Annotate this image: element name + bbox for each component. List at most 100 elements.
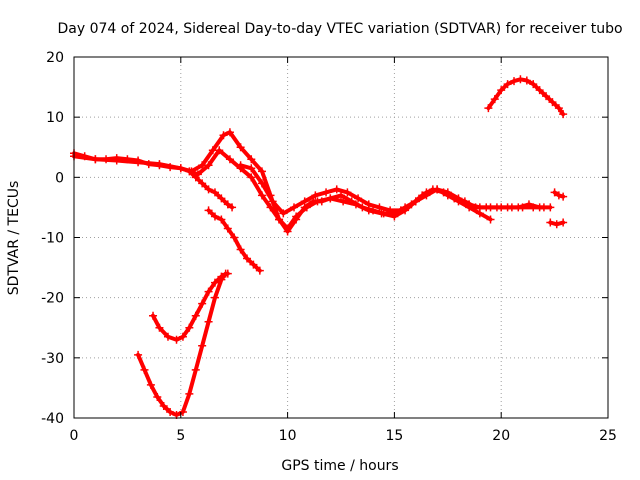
chart-title: Day 074 of 2024, Sidereal Day-to-day VTE… [57,21,622,37]
data-point [204,161,213,170]
data-point [484,104,493,113]
data-point [210,278,219,287]
data-point [204,287,213,296]
data-point [247,173,256,182]
data-point [439,188,448,197]
data-point [542,92,551,101]
data-point [166,407,175,416]
data-point [176,164,185,173]
data-point [510,77,519,86]
data-point [217,194,226,203]
data-point [559,110,568,119]
data-point [428,185,437,194]
data-point [249,260,258,269]
data-point [178,407,187,416]
x-axis-label: GPS time / hours [281,458,398,474]
data-point [300,197,309,206]
data-point [375,203,384,212]
data-point [153,392,162,401]
data-point [185,323,194,332]
data-point [492,203,501,212]
data-point [326,194,335,203]
y-tick-label: -40 [41,411,64,427]
data-point [529,80,538,89]
data-point [149,311,158,320]
x-tick-label: 0 [70,428,79,444]
y-tick-label: 20 [46,50,64,66]
series-trace [187,169,235,210]
data-point [503,203,512,212]
data-point [486,215,495,224]
data-point [236,161,245,170]
x-tick-label: 20 [492,428,510,444]
y-tick-label: -10 [41,231,64,247]
series-track-low-b [134,269,230,419]
data-point [522,76,531,85]
data-point [302,203,311,212]
data-point [475,209,484,218]
data-point [407,200,416,209]
data-point [198,299,207,308]
data-layer [70,75,568,419]
data-point [134,158,143,167]
series-trace [151,271,230,342]
data-point [516,75,525,84]
data-point [290,203,299,212]
data-point [257,167,266,176]
data-point [322,188,331,197]
data-point [247,164,256,173]
data-point [559,218,568,227]
y-tick-label: -30 [41,351,64,367]
data-point [550,188,559,197]
data-point [266,203,275,212]
data-point [191,365,200,374]
x-tick-label: 5 [176,428,185,444]
data-point [257,179,266,188]
y-tick-label: 10 [46,110,64,126]
data-point [313,197,322,206]
ticks: 0 5 10 15 20 25 -40 -30 -20 -10 0 10 20 [41,50,617,444]
data-point [490,95,499,104]
series-track-low-a [149,269,232,344]
data-point [364,200,373,209]
data-point [198,179,207,188]
data-point [219,131,228,140]
data-point [546,218,555,227]
data-point [225,155,234,164]
series-track-high [484,75,568,119]
data-point [339,197,348,206]
data-point [283,224,292,233]
data-point [223,200,232,209]
series-fragment-2 [546,218,568,229]
data-point [155,323,164,332]
data-point [255,266,264,275]
data-point [497,86,506,95]
data-point [163,332,172,341]
data-point [198,341,207,350]
y-tick-label: -20 [41,291,64,307]
data-point [230,233,239,242]
data-point [140,365,149,374]
data-point [268,197,277,206]
data-point [217,215,226,224]
data-point [460,197,469,206]
data-point [275,215,284,224]
data-point [471,203,480,212]
data-point [503,80,512,89]
data-point [351,200,360,209]
series-track-short [185,167,237,212]
data-point [257,191,266,200]
data-point [210,212,219,221]
y-tick-label: 0 [55,170,64,186]
data-point [559,192,568,201]
series-track-main-3 [236,161,555,218]
data-point [386,206,395,215]
series-branch-down [204,206,264,275]
data-point [185,389,194,398]
data-point [535,86,544,95]
data-point [221,269,230,278]
data-point [514,203,523,212]
data-point [185,167,194,176]
series-fragment-1 [550,188,568,201]
data-point [554,191,563,200]
